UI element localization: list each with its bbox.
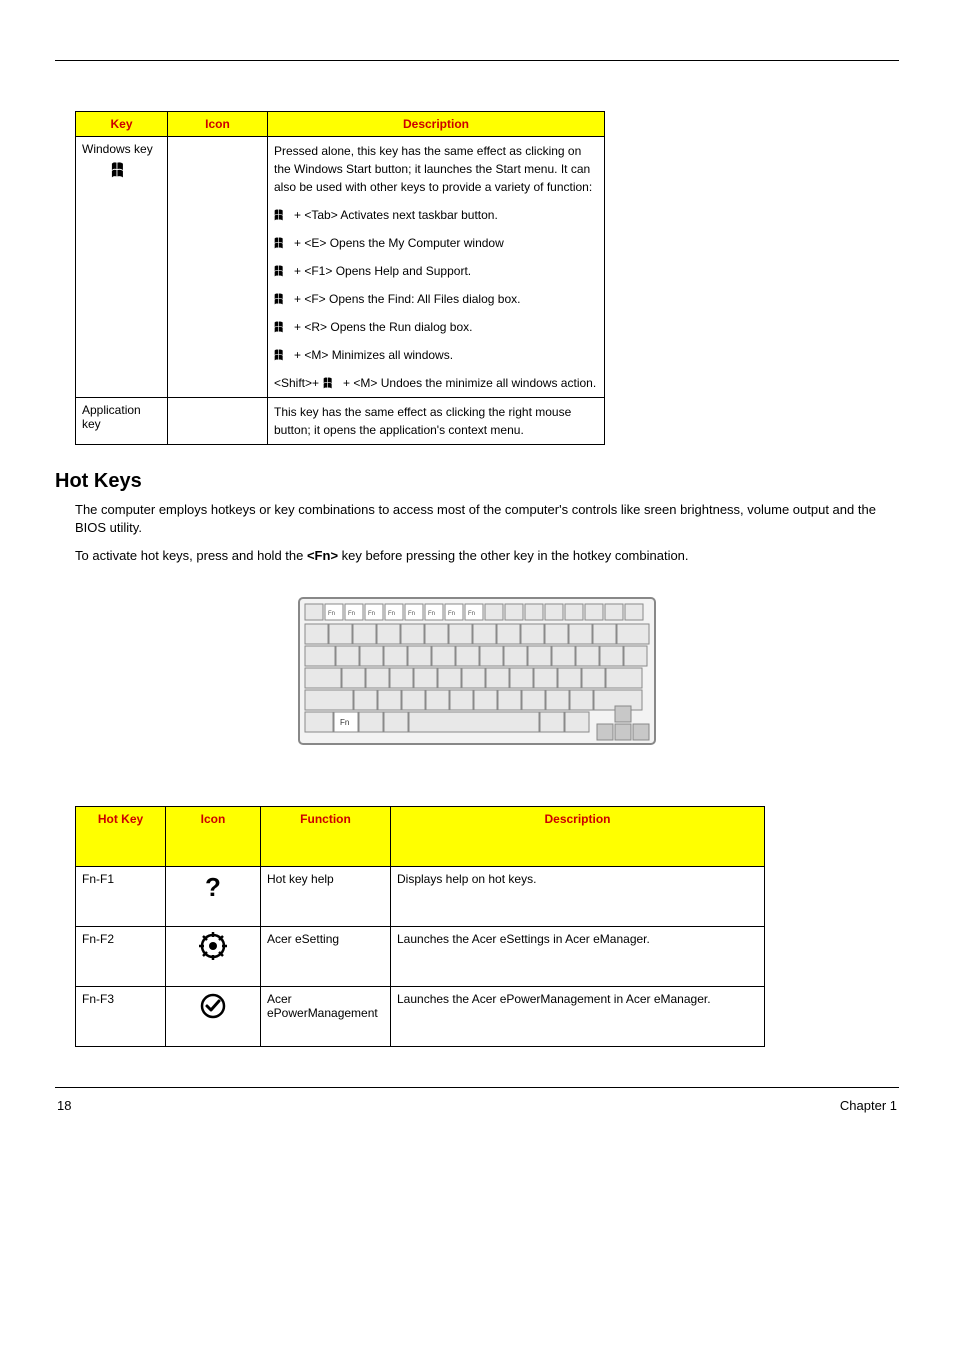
shortcut-text: + <F> Opens the Find: All Files dialog b…	[294, 290, 520, 308]
shortcut-text: + <Tab> Activates next taskbar button.	[294, 206, 498, 224]
key-label: Windows key	[82, 142, 153, 156]
page-footer: 18 Chapter 1	[55, 1098, 899, 1113]
para2-bold: <Fn>	[307, 548, 338, 563]
intro-text: Pressed alone, this key has the same eff…	[274, 142, 598, 196]
hot-keys-heading: Hot Keys	[55, 470, 899, 493]
description-cell: Launches the Acer ePowerManagement in Ac…	[391, 986, 765, 1046]
svg-text:Fn: Fn	[448, 611, 455, 617]
svg-text:Fn: Fn	[348, 611, 355, 617]
hotkey-cell: Fn-F1	[76, 866, 166, 926]
special-keys-table: Key Icon Description Windows key Pressed…	[75, 111, 605, 445]
hotkey-cell: Fn-F3	[76, 986, 166, 1046]
windows-logo-icon	[274, 236, 290, 250]
windows-logo-icon	[111, 160, 133, 180]
shortcut-line: + <F> Opens the Find: All Files dialog b…	[274, 290, 598, 308]
table-row: Fn-F3 Acer ePowerManagement Launches the…	[76, 986, 765, 1046]
windows-logo-icon	[274, 292, 290, 306]
shortcut-prefix: <Shift>+	[274, 374, 319, 392]
svg-text:Fn: Fn	[368, 611, 375, 617]
icon-cell	[168, 137, 268, 398]
th-description: Description	[268, 112, 605, 137]
description-cell: Displays help on hot keys.	[391, 866, 765, 926]
key-cell: Application key	[76, 398, 168, 445]
power-check-icon	[199, 992, 227, 1020]
shortcut-line: + <Tab> Activates next taskbar button.	[274, 206, 598, 224]
windows-logo-icon	[274, 320, 290, 334]
windows-logo-icon	[274, 348, 290, 362]
para2-after: key before pressing the other key in the…	[338, 548, 688, 563]
keyboard-figure: Fn Fn Fn Fn Fn Fn Fn Fn Fn	[297, 596, 657, 756]
table-row: Fn-F2 Acer eSetting Launches the Acer eS…	[76, 926, 765, 986]
th-icon: Icon	[166, 806, 261, 866]
function-cell: Acer ePowerManagement	[261, 986, 391, 1046]
icon-cell	[166, 986, 261, 1046]
shortcut-line: + <F1> Opens Help and Support.	[274, 262, 598, 280]
shortcut-line: <Shift>+ + <M> Undoes the minimize all w…	[274, 374, 598, 392]
shortcut-line: + <M> Minimizes all windows.	[274, 346, 598, 364]
shortcut-text: + <E> Opens the My Computer window	[294, 234, 504, 252]
icon-cell	[168, 398, 268, 445]
th-key: Key	[76, 112, 168, 137]
svg-text:Fn: Fn	[408, 611, 415, 617]
svg-text:Fn: Fn	[328, 611, 335, 617]
key-cell: Windows key	[76, 137, 168, 398]
gear-icon	[199, 932, 227, 960]
question-mark-icon: ?	[205, 872, 221, 903]
windows-logo-icon	[274, 208, 290, 222]
th-description: Description	[391, 806, 765, 866]
icon-cell: ?	[166, 866, 261, 926]
para2-before: To activate hot keys, press and hold the	[75, 548, 307, 563]
table-row: Application key This key has the same ef…	[76, 398, 605, 445]
th-function: Function	[261, 806, 391, 866]
top-rule	[55, 60, 899, 61]
shortcut-line: + <R> Opens the Run dialog box.	[274, 318, 598, 336]
hotkey-cell: Fn-F2	[76, 926, 166, 986]
windows-logo-icon	[274, 264, 290, 278]
th-icon: Icon	[168, 112, 268, 137]
shortcut-line: + <E> Opens the My Computer window	[274, 234, 598, 252]
hotkeys-table: Hot Key Icon Function Description Fn-F1 …	[75, 806, 765, 1047]
function-cell: Hot key help	[261, 866, 391, 926]
icon-cell	[166, 926, 261, 986]
hot-keys-para-2: To activate hot keys, press and hold the…	[75, 547, 899, 565]
svg-text:Fn: Fn	[340, 718, 349, 727]
shortcut-text: + <F1> Opens Help and Support.	[294, 262, 471, 280]
description-cell: Launches the Acer eSettings in Acer eMan…	[391, 926, 765, 986]
svg-text:Fn: Fn	[428, 611, 435, 617]
page-number: 18	[57, 1098, 71, 1113]
th-hotkey: Hot Key	[76, 806, 166, 866]
chapter-label: Chapter 1	[840, 1098, 897, 1113]
shortcut-text: + <R> Opens the Run dialog box.	[294, 318, 472, 336]
svg-text:Fn: Fn	[388, 611, 395, 617]
description-cell: This key has the same effect as clicking…	[268, 398, 605, 445]
description-cell: Pressed alone, this key has the same eff…	[268, 137, 605, 398]
table-row: Fn-F1 ? Hot key help Displays help on ho…	[76, 866, 765, 926]
bottom-rule	[55, 1087, 899, 1088]
windows-logo-icon	[323, 376, 339, 390]
hot-keys-para-1: The computer employs hotkeys or key comb…	[75, 501, 899, 537]
function-cell: Acer eSetting	[261, 926, 391, 986]
svg-text:Fn: Fn	[468, 611, 475, 617]
shortcut-text: + <M> Undoes the minimize all windows ac…	[343, 374, 596, 392]
table-row: Windows key Pressed alone, this key has …	[76, 137, 605, 398]
shortcut-text: + <M> Minimizes all windows.	[294, 346, 453, 364]
